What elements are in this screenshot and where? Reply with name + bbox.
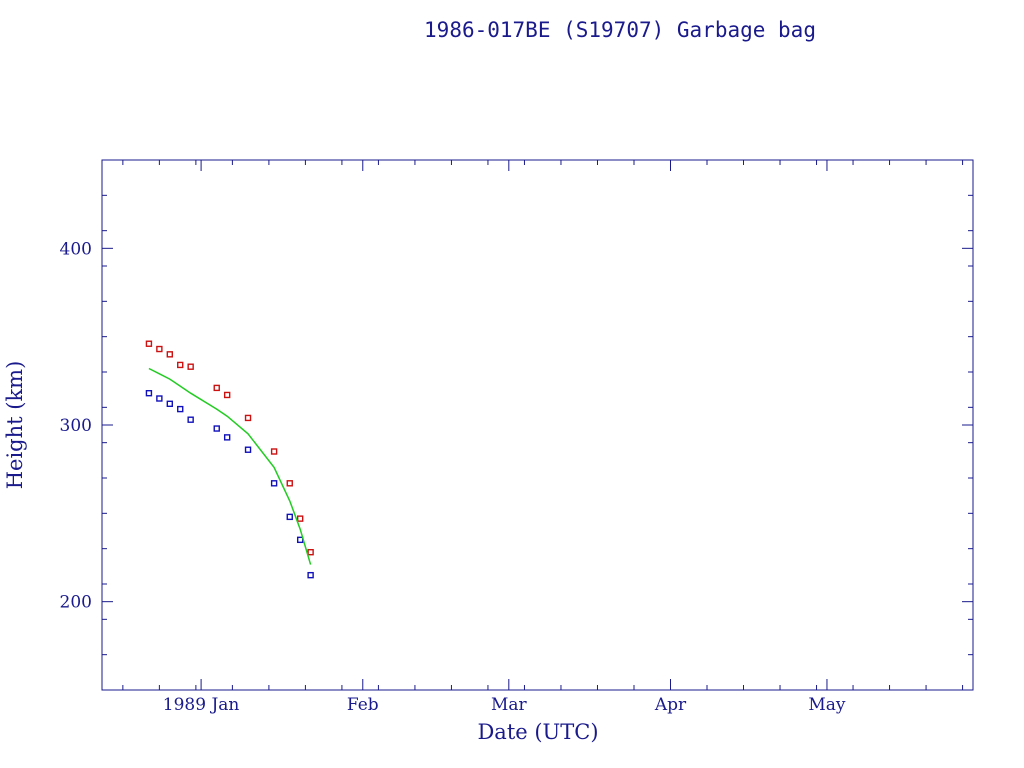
data-point-series-0 [166, 351, 174, 358]
data-point-series-0 [244, 414, 252, 422]
data-point-series-1 [296, 536, 304, 544]
plot-frame [101, 159, 974, 691]
data-point-series-0 [187, 363, 194, 370]
data-point-series-0 [177, 361, 184, 369]
series-line-2 [148, 367, 312, 565]
data-point-series-0 [296, 515, 304, 522]
data-point-series-1 [307, 571, 314, 579]
data-point-series-0 [145, 340, 153, 347]
data-series [145, 340, 314, 579]
x-tick-labels: 1989 Jan Feb Mar Apr May [163, 695, 846, 715]
axis-ticks [102, 159, 973, 691]
data-point-series-0 [223, 391, 231, 399]
y-tick-label: 400 [60, 239, 92, 259]
y-tick-label: 300 [60, 416, 92, 436]
x-axis-title: Date (UTC) [477, 720, 598, 744]
x-tick-label: May [808, 695, 846, 715]
data-point-series-0 [286, 480, 293, 487]
chart-title: 1986-017BE (S19707) Garbage bag [424, 18, 816, 42]
data-point-series-1 [244, 446, 252, 453]
data-point-series-1 [187, 416, 194, 423]
data-point-series-1 [270, 480, 278, 487]
data-point-series-1 [177, 405, 184, 413]
data-point-series-1 [286, 513, 293, 521]
data-point-series-0 [270, 448, 278, 455]
data-point-series-0 [307, 549, 314, 556]
data-point-series-1 [156, 395, 163, 402]
y-axis-title: Height (km) [3, 361, 27, 490]
x-tick-label: Apr [654, 695, 687, 715]
data-point-series-0 [213, 384, 220, 392]
y-tick-labels: 200 300 400 [60, 239, 92, 612]
y-tick-label: 200 [60, 593, 92, 613]
x-tick-label: Feb [347, 695, 379, 715]
data-point-series-1 [166, 400, 174, 407]
x-tick-label: Mar [491, 695, 528, 715]
data-point-series-1 [223, 434, 231, 441]
data-point-series-1 [145, 390, 153, 397]
data-point-series-0 [156, 345, 163, 353]
data-point-series-1 [213, 425, 220, 432]
x-tick-label: 1989 Jan [163, 695, 240, 715]
